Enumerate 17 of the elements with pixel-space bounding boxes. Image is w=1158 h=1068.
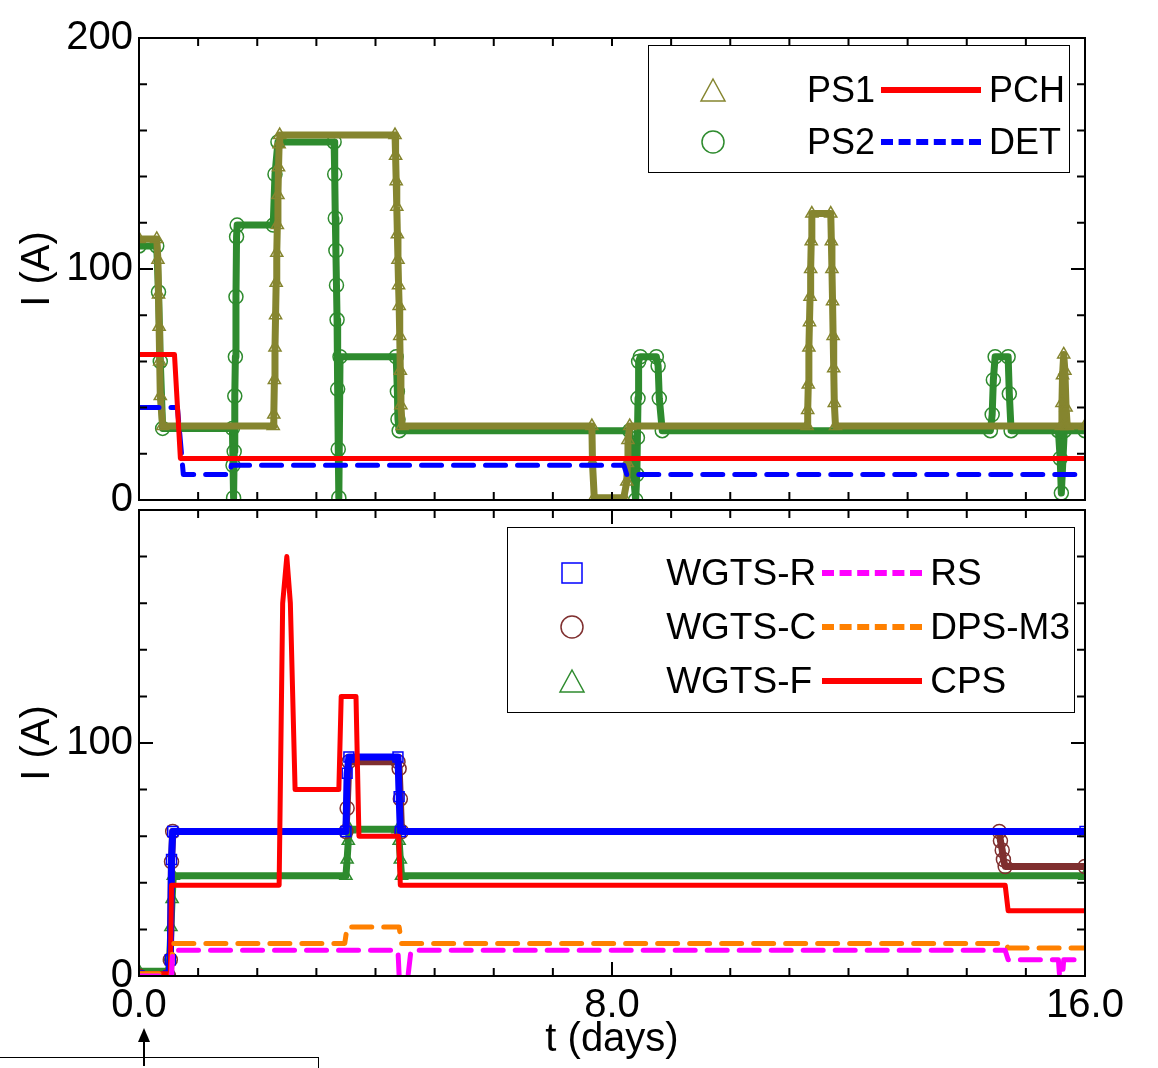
y-axis-title: I (A) [13, 705, 58, 781]
legend-label: CPS [930, 660, 1007, 702]
legend-label: PCH [988, 69, 1065, 111]
legend-label: WGTS-C [666, 606, 817, 648]
y-tick-label: 0 [110, 475, 133, 520]
x-tick-label: 16.0 [1046, 981, 1124, 1026]
y-tick-label: 200 [66, 13, 133, 58]
legend-label: DET [988, 121, 1061, 163]
legend-label: WGTS-R [666, 552, 817, 594]
y-tick-label: 100 [66, 244, 133, 289]
y-axis-title: I (A) [13, 231, 58, 307]
legend-label: WGTS-F [666, 660, 813, 702]
legend-label: PS1 [806, 69, 875, 111]
legend-label: DPS-M3 [930, 606, 1070, 648]
y-tick-label: 100 [66, 718, 133, 763]
legend-label: PS2 [806, 121, 875, 163]
legend-label: RS [930, 552, 982, 594]
